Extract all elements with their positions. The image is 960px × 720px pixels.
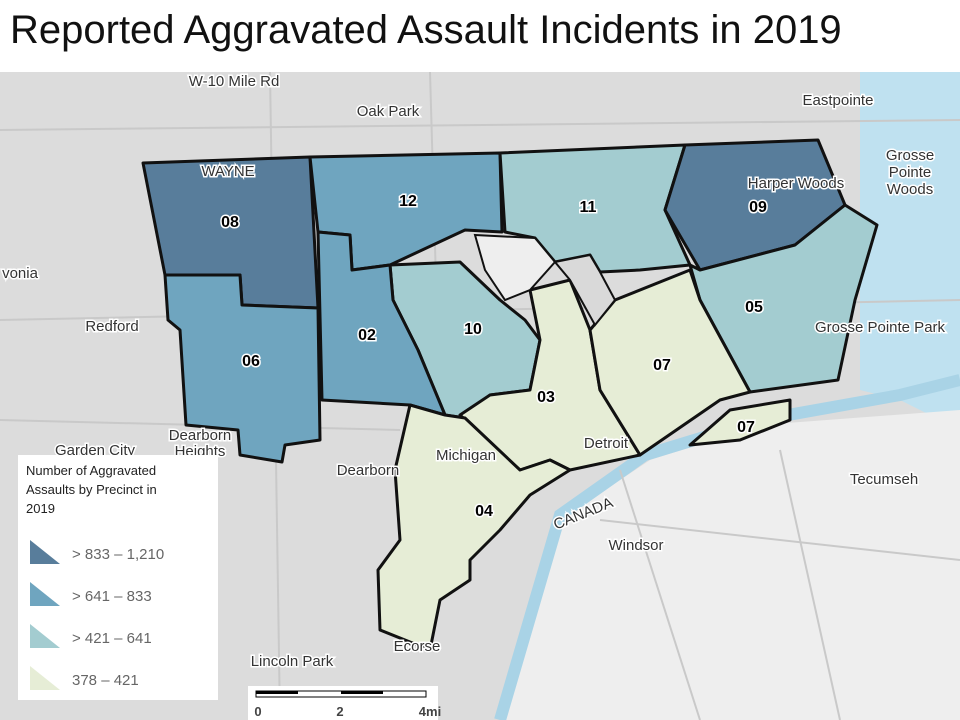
legend-title: Assaults by Precinct in (26, 482, 157, 497)
precinct-label: 09 (749, 199, 767, 216)
precinct-label: 08 (221, 214, 239, 231)
precinct (376, 403, 572, 652)
place-label: Redford (85, 318, 138, 335)
legend-swatch (30, 540, 60, 564)
scale-label: 2 (336, 704, 343, 719)
place-label: Dearborn (169, 427, 232, 444)
scale-bar: 0 2 4mi (248, 686, 441, 720)
precinct-label: 06 (242, 353, 260, 370)
place-label: Oak Park (357, 103, 420, 120)
precinct-label: 04 (475, 503, 493, 520)
legend-label: > 641 – 833 (72, 588, 152, 605)
legend-label: > 421 – 641 (72, 630, 152, 647)
legend-swatch (30, 624, 60, 648)
place-label: WAYNE (201, 163, 254, 180)
scale-label: 4mi (419, 704, 441, 719)
place-label: Grosse (886, 147, 934, 164)
scale-bar-seg (341, 691, 383, 694)
precinct (688, 203, 879, 394)
place-label: Eastpointe (803, 92, 874, 109)
place-label: Harper Woods (748, 175, 844, 192)
place-label: Pointe (889, 164, 932, 181)
precinct-label: 12 (399, 193, 417, 210)
scale-bar-seg (256, 691, 298, 694)
place-label: Windsor (608, 537, 663, 554)
place-label: Woods (887, 181, 933, 198)
precinct-label: 02 (358, 327, 376, 344)
precinct (588, 268, 752, 457)
precinct-label: 03 (537, 389, 555, 406)
precinct-label: 07 (653, 357, 671, 374)
lake (860, 72, 960, 430)
place-label: vonia (2, 265, 39, 282)
precinct-label: 11 (580, 199, 597, 216)
precinct-label: 10 (464, 321, 482, 338)
legend: Number of Aggravated Assaults by Precinc… (18, 455, 218, 700)
place-label: Dearborn (337, 462, 400, 479)
precinct-labels: 08 12 11 09 05 10 02 06 03 07 07 04 (220, 192, 769, 522)
legend-title: Number of Aggravated (26, 463, 156, 478)
precinct (163, 273, 322, 464)
place-label: Detroit (584, 435, 629, 452)
scale-label: 0 (254, 704, 261, 719)
place-label: Grosse Pointe Park (815, 319, 946, 336)
place-label: Tecumseh (850, 471, 918, 488)
legend-swatch (30, 582, 60, 606)
legend-swatch (30, 666, 60, 690)
precinct (688, 398, 792, 447)
precinct-label: 07 (737, 419, 755, 436)
precinct (316, 230, 447, 417)
legend-box (18, 455, 218, 700)
legend-label: > 833 – 1,210 (72, 546, 164, 563)
enclave (553, 253, 617, 327)
place-label: W-10 Mile Rd (189, 73, 280, 90)
page-title: Reported Aggravated Assault Incidents in… (10, 8, 842, 52)
land-canada (500, 410, 960, 720)
legend-title: 2019 (26, 501, 55, 516)
enclave (473, 233, 557, 302)
legend-label: 378 – 421 (72, 672, 139, 689)
place-label: Michigan (436, 447, 496, 464)
precinct-label: 05 (745, 299, 763, 316)
precincts (141, 138, 879, 652)
place-label: Lincoln Park (251, 653, 334, 670)
place-label: Ecorse (394, 638, 441, 655)
